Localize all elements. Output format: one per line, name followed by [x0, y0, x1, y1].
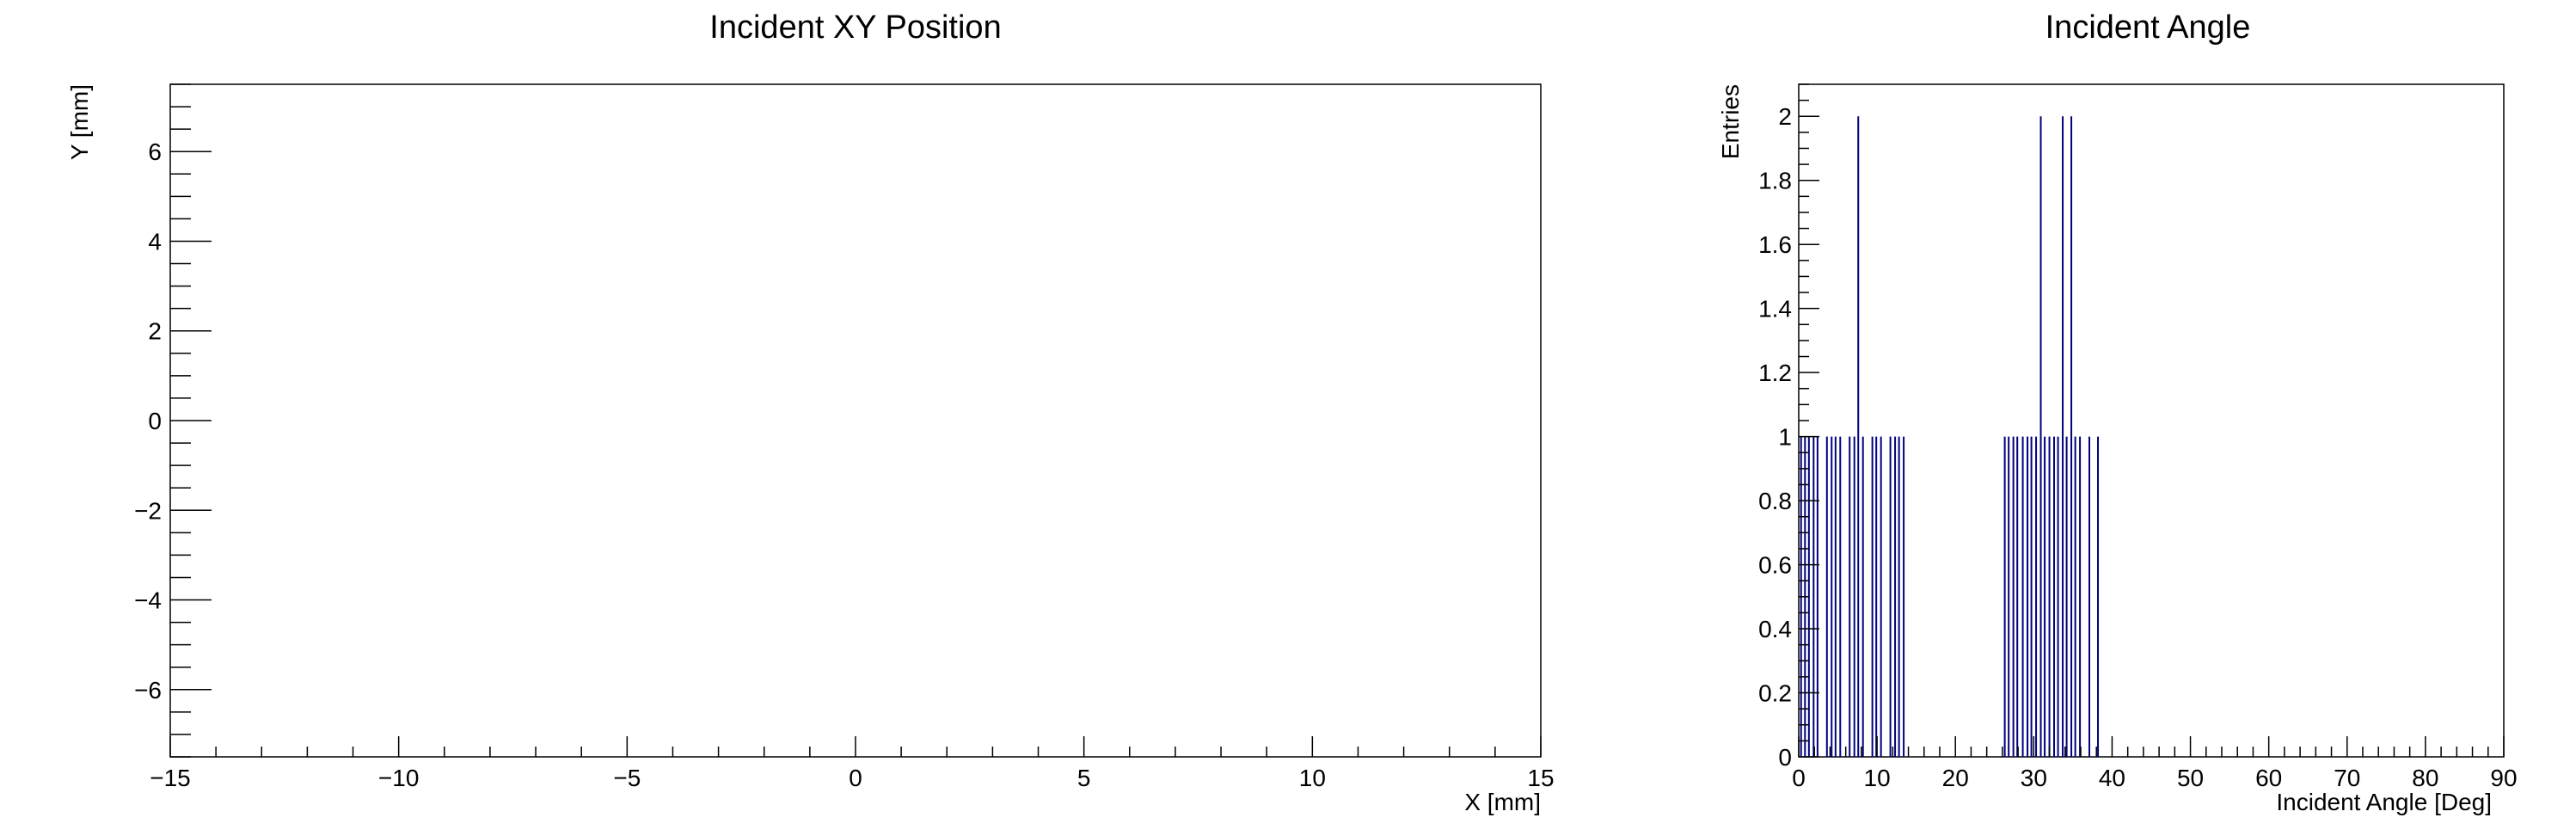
- xy-position-chart: Incident XY Position −15 −10 −5 0 5 10 15 −6 −4…: [66, 9, 1555, 815]
- xy-x-axis: −15 −10 −5 0 5 10 15: [150, 736, 1555, 791]
- xy-x-tick-label: −5: [613, 765, 641, 791]
- angle-y-tick-label: 1.2: [1758, 360, 1792, 386]
- angle-x-axis: 0 10 20 30 40 50 60 70 80 90: [1792, 736, 2518, 791]
- angle-x-tick-label: 20: [1942, 765, 1969, 791]
- angle-x-axis-label: Incident Angle [Deg]: [2276, 789, 2492, 815]
- angle-x-tick-label: 60: [2255, 765, 2282, 791]
- xy-y-tick-label: −2: [134, 497, 162, 524]
- angle-y-axis-label: Entries: [1717, 84, 1744, 159]
- xy-x-axis-label: X [mm]: [1464, 789, 1541, 815]
- xy-y-tick-label: −6: [134, 677, 162, 704]
- angle-y-axis: 0 0.2 0.4 0.6 0.8 1 1.2 1.4 1.6 1.8 2: [1758, 83, 1819, 771]
- xy-y-tick-label: 6: [148, 138, 162, 165]
- xy-chart-title: Incident XY Position: [709, 9, 1001, 46]
- angle-y-tick-label: 0: [1778, 744, 1792, 771]
- angle-chart-title: Incident Angle: [2045, 9, 2251, 46]
- angle-x-tick-label: 50: [2177, 765, 2204, 791]
- xy-x-tick-label: 15: [1527, 765, 1554, 791]
- angle-x-tick-label: 0: [1792, 765, 1806, 791]
- xy-y-axis: −6 −4 −2 0 2 4 6: [134, 83, 212, 758]
- angle-x-tick-label: 10: [1864, 765, 1891, 791]
- xy-y-tick-label: −4: [134, 587, 162, 614]
- angle-y-tick-label: 2: [1778, 103, 1792, 130]
- angle-y-tick-label: 1.8: [1758, 168, 1792, 194]
- xy-x-tick-label: 10: [1299, 765, 1326, 791]
- angle-y-tick-label: 0.2: [1758, 680, 1792, 707]
- xy-x-tick-label: 0: [849, 765, 862, 791]
- xy-y-tick-label: 2: [148, 318, 162, 345]
- xy-y-tick-label: 0: [148, 408, 162, 434]
- angle-y-tick-label: 1: [1778, 424, 1792, 451]
- xy-x-tick-label: 5: [1077, 765, 1091, 791]
- angle-y-tick-label: 0.6: [1758, 552, 1792, 579]
- angle-y-tick-label: 0.8: [1758, 488, 1792, 514]
- angle-y-tick-label: 1.6: [1758, 231, 1792, 258]
- angle-x-tick-label: 30: [2021, 765, 2047, 791]
- xy-x-tick-label: −10: [378, 765, 420, 791]
- angle-x-tick-label: 90: [2490, 765, 2517, 791]
- angle-histogram-bars: [1800, 116, 2100, 757]
- angle-x-tick-label: 80: [2412, 765, 2438, 791]
- angle-x-tick-label: 70: [2334, 765, 2360, 791]
- xy-x-tick-label: −15: [150, 765, 191, 791]
- angle-y-tick-label: 0.4: [1758, 616, 1792, 642]
- angle-x-tick-label: 40: [2099, 765, 2125, 791]
- xy-y-axis-label: Y [mm]: [66, 84, 93, 160]
- angle-y-tick-label: 1.4: [1758, 296, 1792, 323]
- incident-angle-chart: Incident Angle 0 10 20 30 40 50 60 70 80 90 00.20…: [1717, 9, 2518, 815]
- xy-y-tick-label: 4: [148, 228, 162, 255]
